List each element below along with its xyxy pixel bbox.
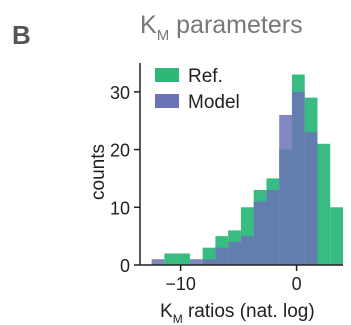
plot-area: 0 10 20 30 −10 0 [110,63,343,294]
bar-model-11 [291,91,305,265]
legend-label-model: Model [188,92,240,113]
legend-label-ref: Ref. [188,66,223,87]
legend-swatch-model [155,94,179,108]
bar-model-8 [253,201,267,265]
legend: Ref. Model [155,66,240,113]
bar-model-3 [189,259,203,265]
bar-model-7 [240,236,254,265]
bar-model-4 [202,259,216,265]
y-tick-label: 0 [120,256,130,276]
y-tick-label: 30 [110,83,130,103]
chart-title-k: K [140,11,157,39]
chart-title-subscript: M [157,27,170,44]
chart-title-rest: parameters [169,11,302,39]
bar-model-12 [304,132,318,265]
chart-title: KM parameters [140,11,303,44]
y-axis-label: counts [88,144,109,200]
bar-model-0 [151,259,165,265]
x-axis-label-k: K [160,301,173,322]
x-tick-label: 0 [292,274,302,294]
x-axis-label-subscript: M [173,312,183,325]
y-tick-label: 20 [110,141,130,161]
legend-swatch-ref [155,68,179,82]
bar-model-5 [215,247,229,265]
x-tick-label: −10 [165,274,196,294]
panel-label: B [12,20,31,50]
bar-ref-2 [177,253,190,265]
bar-ref-14 [330,207,343,265]
x-axis-label: KM ratios (nat. log) [160,301,315,325]
y-tick-label: 10 [110,198,130,218]
bar-model-10 [279,114,292,265]
bar-ref-13 [317,143,331,265]
x-axis-label-rest: ratios (nat. log) [183,301,315,322]
bar-model-9 [266,189,280,265]
bar-ref-1 [164,253,178,265]
bar-model-6 [228,241,241,265]
